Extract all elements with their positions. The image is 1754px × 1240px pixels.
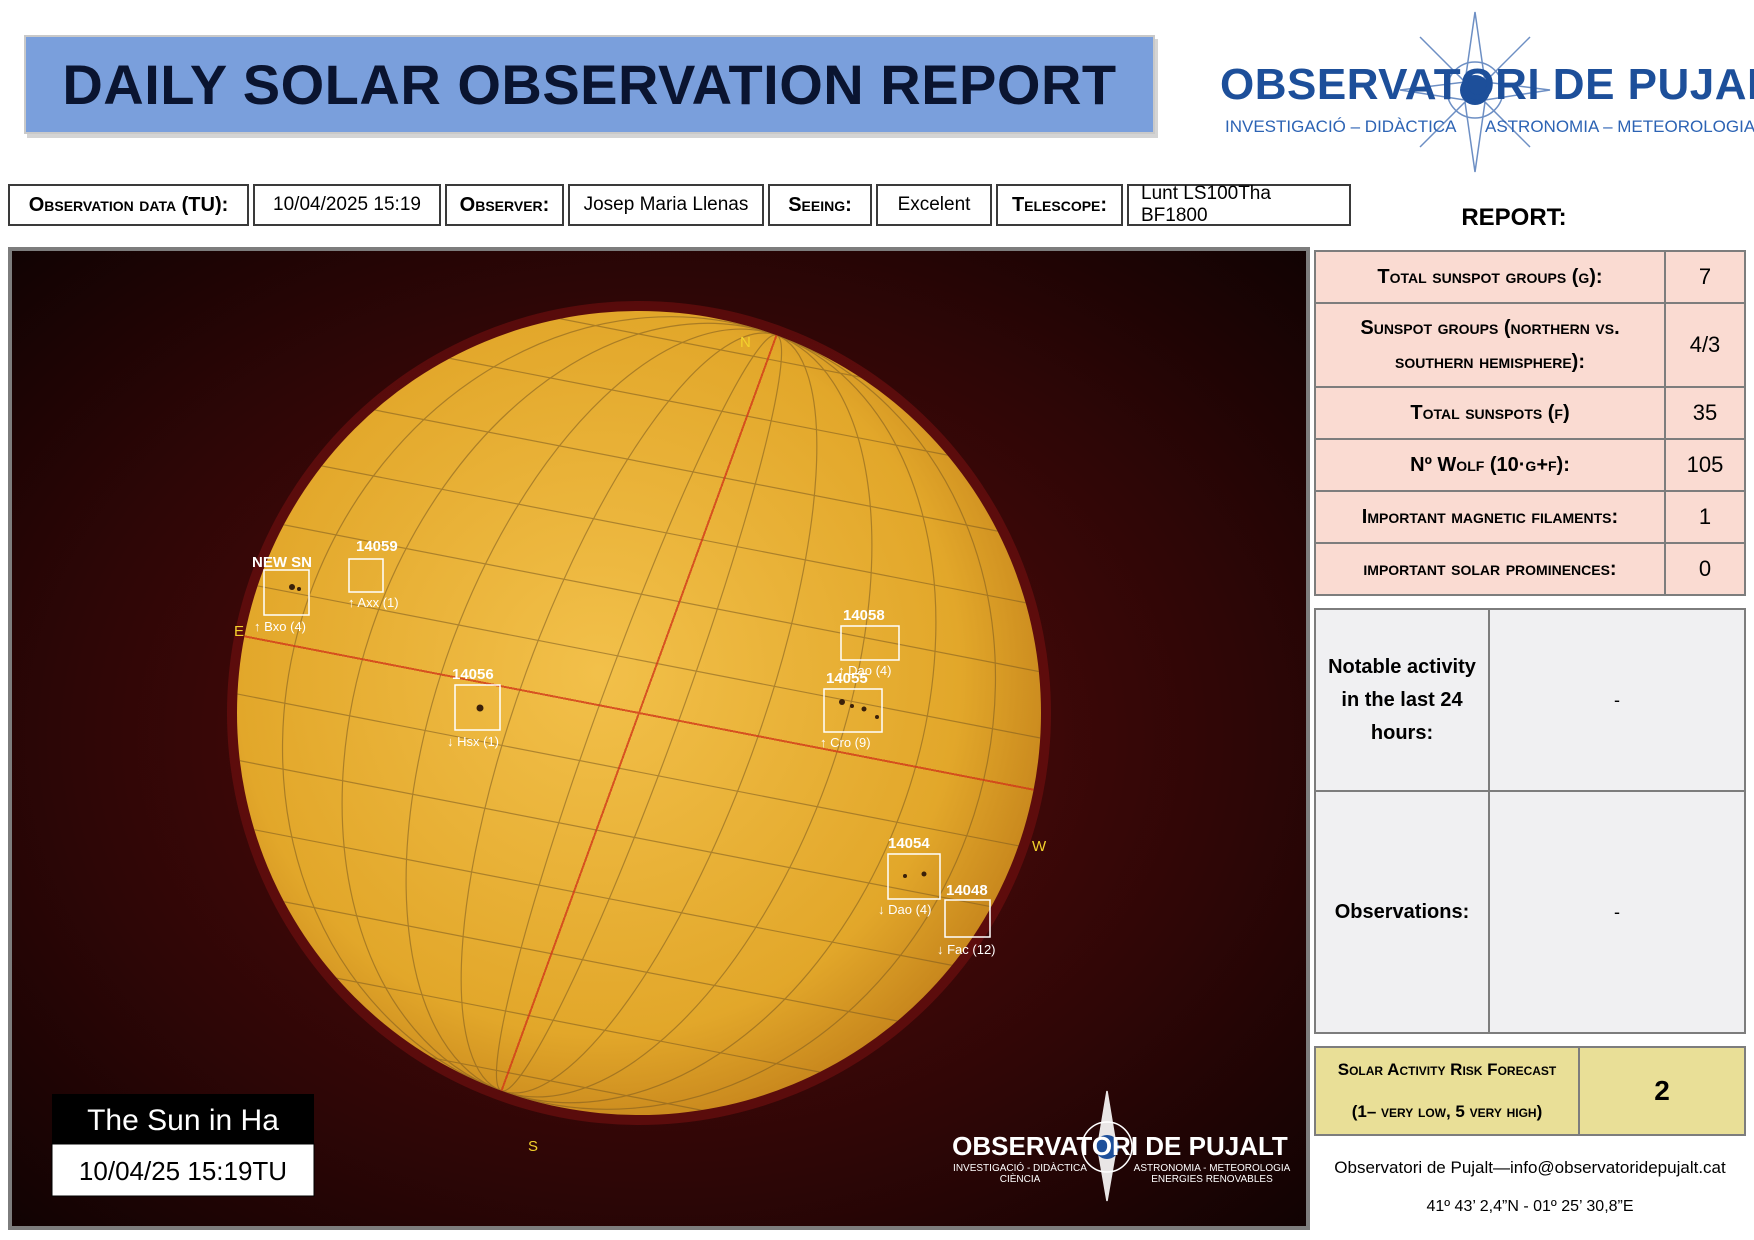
group-class-14055: ↑ Cro (9) [820, 735, 871, 750]
report-value: 0 [1664, 542, 1746, 596]
watermark-title: OBSERVATORI DE PUJALT [952, 1131, 1288, 1161]
group-class-14054: ↓ Dao (4) [878, 902, 931, 917]
group-box-14055 [823, 688, 883, 733]
notable-activity-value: - [1488, 608, 1746, 792]
report-row: Sunspot groups (northern vs. southern he… [1314, 302, 1746, 388]
equator-line [237, 611, 1041, 814]
report-title: REPORT: [1461, 204, 1567, 231]
notable-activity-row: Notable activity in the last 24 hours: - [1314, 608, 1746, 792]
risk-forecast: Solar Activity Risk Forecast (1– very lo… [1314, 1046, 1746, 1136]
watermark-sub-left-2: CIÈNCIA [1000, 1172, 1041, 1185]
footer-contact: Observatori de Pujalt—info@observatoride… [1334, 1158, 1726, 1177]
report-table: Total sunspot groups (g): 7 Sunspot grou… [1314, 250, 1746, 596]
report-row: Total sunspots (f) 35 [1314, 386, 1746, 440]
report-value: 1 [1664, 490, 1746, 544]
compass-north-label: N [740, 334, 751, 351]
report-row: important solar prominences: 0 [1314, 542, 1746, 596]
observer-value: Josep Maria Llenas [568, 184, 764, 226]
report-value: 7 [1664, 250, 1746, 304]
risk-label-line2: (1– very low, 5 very high) [1351, 1102, 1543, 1121]
observations-label: Observations: [1314, 790, 1490, 1034]
activity-table: Notable activity in the last 24 hours: -… [1314, 608, 1746, 1034]
logo-subtitle-right: ASTRONOMIA – METEOROLOGIA [1485, 117, 1754, 136]
caption-date: 10/04/25 15:19TU [79, 1156, 287, 1186]
telescope-label: Telescope: [996, 184, 1123, 226]
risk-label: Solar Activity Risk Forecast (1– very lo… [1314, 1046, 1580, 1136]
group-class-14059: ↑ Axx (1) [348, 595, 399, 610]
page-title: DAILY SOLAR OBSERVATION REPORT [62, 53, 1117, 116]
report-label: Important magnetic filaments: [1314, 490, 1666, 544]
group-class-14056: ↓ Hsx (1) [447, 734, 499, 749]
group-id-14048: 14048 [946, 882, 988, 899]
observations-value: - [1488, 790, 1746, 1034]
group-id-14056: 14056 [452, 666, 494, 683]
seeing-value: Excelent [876, 184, 992, 226]
group-box-14054 [887, 853, 941, 900]
meridian-line [488, 316, 785, 1115]
group-id-14054: 14054 [888, 835, 930, 852]
report-row: Important magnetic filaments: 1 [1314, 490, 1746, 544]
compass-east-label: E [234, 623, 244, 640]
risk-value: 2 [1578, 1046, 1746, 1136]
report-row: Nº Wolf (10·g+f): 105 [1314, 438, 1746, 492]
watermark-sub-right-1: ASTRONOMIA - METEOROLOGIA [1134, 1163, 1291, 1174]
observation-date-value: 10/04/2025 15:19 [253, 184, 441, 226]
observations-row: Observations: - [1314, 790, 1746, 1034]
logo-subtitle-left: INVESTIGACIÓ – DIDÀCTICA [1225, 117, 1457, 136]
group-box-newsn [263, 569, 310, 616]
report-label: Total sunspot groups (g): [1314, 250, 1666, 304]
group-class-14048: ↓ Fac (12) [937, 942, 996, 957]
report-label: Nº Wolf (10·g+f): [1314, 438, 1666, 492]
caption-title: The Sun in Ha [87, 1104, 279, 1137]
report-row: Total sunspot groups (g): 7 [1314, 250, 1746, 304]
group-box-14059 [348, 558, 384, 593]
group-id-14058: 14058 [843, 607, 885, 624]
group-id-newsn: NEW SN [252, 554, 312, 571]
report-value: 105 [1664, 438, 1746, 492]
watermark-compass-icon [1081, 1090, 1133, 1202]
report-value: 35 [1664, 386, 1746, 440]
sun-image: N S E W NEW SN 14059 14056 14058 14055 1… [8, 247, 1310, 1230]
notable-activity-label: Notable activity in the last 24 hours: [1314, 608, 1490, 792]
report-label: important solar prominences: [1314, 542, 1666, 596]
group-class-newsn: ↑ Bxo (4) [254, 619, 306, 634]
observation-date-label: Observation data (TU): [8, 184, 249, 226]
observatory-logo: OBSERVATORI DE PUJALT INVESTIGACIÓ – DID… [1220, 2, 1754, 177]
report-value: 4/3 [1664, 302, 1746, 388]
group-box-14058 [840, 625, 900, 661]
logo-title: OBSERVATORI DE PUJALT [1220, 60, 1754, 109]
watermark-sub-right-2: ENERGIES RENOVABLES [1151, 1174, 1273, 1185]
group-box-14048 [944, 899, 991, 938]
report-label: Total sunspots (f) [1314, 386, 1666, 440]
observation-info-bar: Observation data (TU): 10/04/2025 15:19 … [8, 183, 1355, 226]
group-class-14058: ↑ Dao (4) [838, 663, 891, 678]
footer-coordinates: 41º 43’ 2,4”N - 01º 25’ 30,8”E [1426, 1198, 1634, 1215]
observer-label: Observer: [445, 184, 564, 226]
compass-rose-icon [1399, 11, 1551, 173]
report-label: Sunspot groups (northern vs. southern he… [1314, 302, 1666, 388]
compass-west-label: W [1032, 838, 1047, 855]
compass-south-label: S [528, 1138, 538, 1155]
watermark-sub-left-1: INVESTIGACIÓ - DIDÀCTICA [953, 1161, 1087, 1174]
risk-label-line1: Solar Activity Risk Forecast [1337, 1060, 1557, 1079]
group-id-14055: 14055 [826, 670, 868, 687]
title-banner: DAILY SOLAR OBSERVATION REPORT [24, 35, 1155, 134]
seeing-label: Seeing: [768, 184, 872, 226]
group-id-14059: 14059 [356, 538, 398, 555]
telescope-value: Lunt LS100Tha BF1800 [1127, 183, 1351, 226]
group-box-14056 [454, 684, 501, 731]
